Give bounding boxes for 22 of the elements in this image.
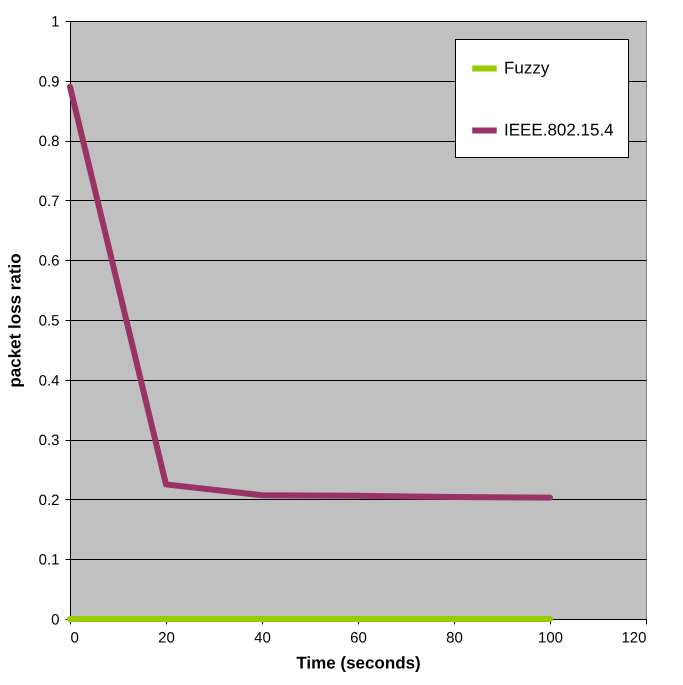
x-tick-label: 0: [70, 630, 79, 646]
y-tick-label: 0.4: [38, 372, 60, 390]
y-tick-label: 0.6: [38, 252, 60, 270]
x-tick-label: 60: [350, 630, 367, 646]
y-tick-label: 0.5: [38, 312, 60, 330]
y-tick-label: 0.8: [38, 133, 60, 150]
x-tick-label: 40: [254, 630, 271, 646]
y-axis-title: packet loss ratio: [6, 253, 25, 388]
x-tick-label: 120: [621, 630, 646, 646]
x-axis-title: Time (seconds): [296, 654, 421, 672]
y-tick-label: 1: [51, 14, 60, 30]
y-tick-label: 0.3: [38, 432, 60, 450]
x-tick-label: 100: [538, 630, 564, 646]
x-tick-label: 20: [158, 630, 175, 646]
y-tick-label: 0.1: [38, 552, 60, 569]
y-tick-label: 0.2: [38, 492, 60, 509]
y-tick-label: 0: [51, 612, 60, 628]
legend-label: Fuzzy: [504, 58, 550, 78]
y-tick-label: 0.9: [38, 73, 60, 90]
legend-label: IEEE.802.15.4: [504, 120, 614, 140]
y-tick-label: 0.7: [38, 192, 60, 210]
x-tick-label: 80: [446, 630, 463, 646]
